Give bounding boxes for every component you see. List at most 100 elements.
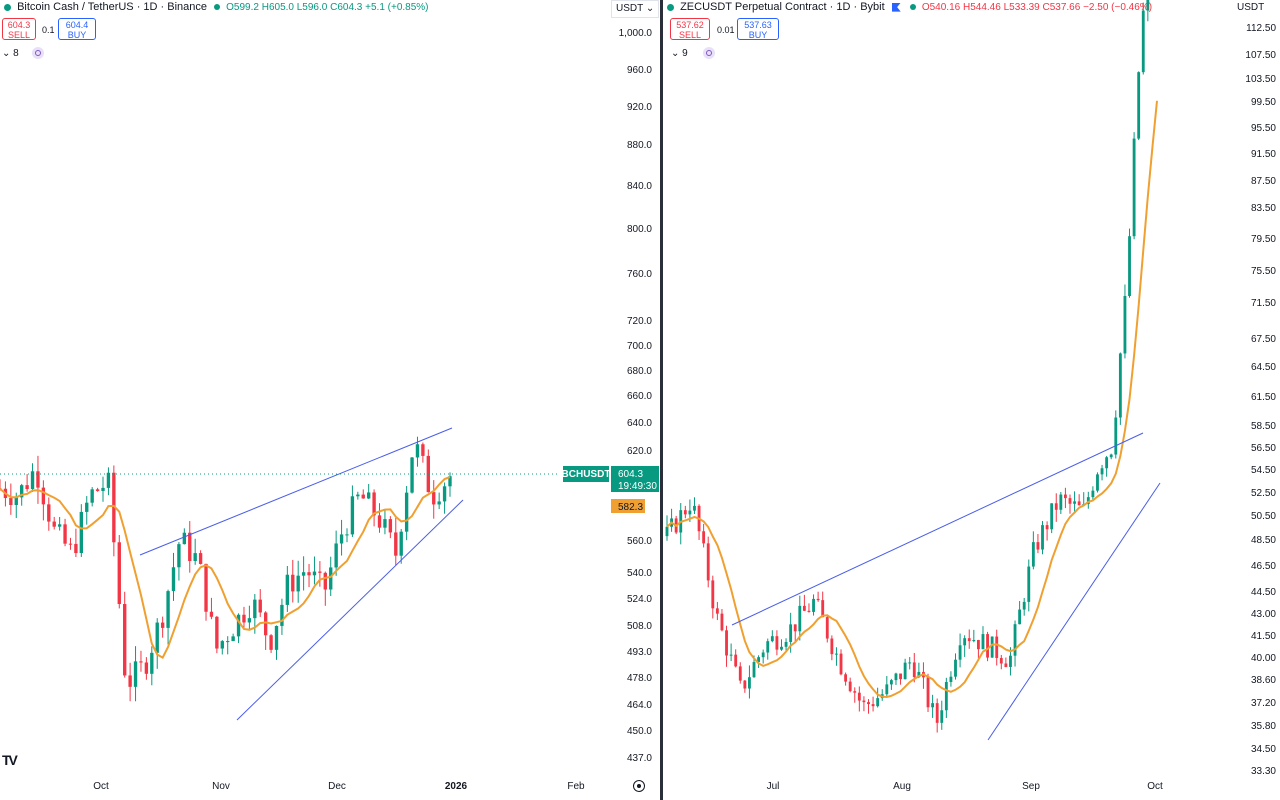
candle-body (1086, 497, 1090, 505)
candle-body (789, 624, 793, 642)
y-axis-tick-label: 83.50 (1251, 203, 1276, 214)
candle-body (1050, 503, 1054, 530)
trendline[interactable] (139, 427, 453, 556)
y-axis-tick-label: 75.50 (1251, 266, 1276, 277)
candle-body (1041, 525, 1044, 550)
zec-chart-canvas[interactable]: 112.50 107.50 103.50 99.50 95.50 91.50 87.50 83… (663, 0, 1280, 800)
bch-chart-canvas[interactable]: 1,000.0 960.0 920.0 880.0 840.0 800.0 760.0 720… (0, 0, 660, 800)
panel-divider[interactable] (660, 0, 663, 800)
candle-body (318, 571, 322, 573)
candle-body (350, 496, 355, 535)
zec-indicators-toggle[interactable]: ⌄ 9 (671, 47, 688, 61)
candle-body (296, 575, 300, 592)
candle-body (432, 492, 436, 505)
candle-body (301, 572, 306, 576)
zec-sell-button[interactable]: 537.62 SELL (670, 18, 710, 40)
candle-body (345, 534, 349, 536)
candle-body (770, 636, 774, 642)
x-axis-tick-label: 2026 (445, 781, 468, 792)
y-axis-tick-label: 620.0 (627, 446, 652, 457)
zec-buy-button[interactable]: 537.63 BUY (737, 18, 779, 40)
candle-body (1091, 490, 1095, 498)
trendline[interactable] (236, 499, 464, 721)
candle-body (1109, 454, 1113, 458)
y-axis-tick-label: 450.0 (627, 726, 652, 737)
candle-body (1100, 468, 1104, 475)
bch-symbol-title[interactable]: Bitcoin Cash / TetherUS · 1D · Binance (17, 1, 208, 13)
zec-unit-selector[interactable]: USDT (1233, 0, 1269, 16)
candle-body (366, 492, 371, 499)
candle-body (258, 599, 262, 613)
candle-body (312, 571, 317, 576)
y-axis-tick-label: 920.0 (627, 102, 652, 113)
candle-body (242, 614, 246, 623)
candle-body (41, 487, 46, 505)
y-axis-tick-label: 560.0 (627, 536, 652, 547)
indicator-count: 8 (13, 48, 19, 59)
candle-body (410, 457, 414, 493)
candle-body (1059, 494, 1063, 510)
bch-unit-selector[interactable]: USDT ⌄ (611, 0, 660, 18)
candle-body (871, 704, 875, 707)
trendline[interactable] (731, 432, 1144, 626)
bch-chart-panel[interactable]: 1,000.0 960.0 920.0 880.0 840.0 800.0 760.0 720… (0, 0, 660, 800)
bch-header: Bitcoin Cash / TetherUS · 1D · Binance O… (0, 0, 429, 16)
y-axis-tick-label: 46.50 (1251, 561, 1276, 572)
y-axis-tick-label: 91.50 (1251, 149, 1276, 160)
candle-body (848, 681, 852, 692)
candle-body (280, 604, 284, 626)
candle-body (9, 498, 13, 505)
candle-body (182, 532, 187, 545)
candle-body (821, 600, 825, 618)
x-axis-tick-label: Jul (767, 781, 780, 792)
candle-body (90, 489, 94, 503)
axis-settings-icon[interactable] (633, 780, 645, 792)
candle-body (52, 521, 56, 527)
candle-body (889, 680, 893, 685)
y-axis-tick-label: 54.50 (1251, 465, 1276, 476)
zec-spread: 0.01 (717, 25, 735, 35)
y-axis-tick-label: 720.0 (627, 316, 652, 327)
price-tag-bg (611, 466, 659, 492)
sync-icon[interactable] (703, 47, 715, 59)
bch-sell-button[interactable]: 604.3 SELL (2, 18, 36, 40)
candle-body (766, 641, 770, 653)
candle-body (693, 505, 696, 511)
candle-body (844, 674, 848, 682)
symbol-tag-bg (563, 466, 609, 482)
candle-body (404, 492, 409, 532)
flag-icon (891, 2, 901, 12)
sync-icon[interactable] (32, 47, 44, 59)
y-axis-tick-label: 112.50 (1246, 23, 1276, 34)
zec-symbol-title[interactable]: ZECUSDT Perpetual Contract · 1D · Bybit (680, 1, 885, 13)
trendline[interactable] (987, 482, 1161, 741)
candle-body (830, 638, 834, 655)
y-axis-tick-label: 48.50 (1251, 535, 1276, 546)
y-axis-tick-label: 524.0 (627, 594, 652, 605)
candle-body (743, 680, 747, 689)
candle-body (1022, 601, 1026, 610)
candle-body (976, 640, 980, 650)
candle-body (926, 677, 930, 708)
y-axis-tick-label: 960.0 (627, 65, 652, 76)
countdown-label: 19:49:30 (618, 481, 657, 492)
bch-indicators-toggle[interactable]: ⌄ 8 (2, 47, 19, 61)
y-axis-tick-label: 67.50 (1251, 334, 1276, 345)
zec-chart-panel[interactable]: 112.50 107.50 103.50 99.50 95.50 91.50 87.50 83… (663, 0, 1280, 800)
y-axis-tick-label: 95.50 (1251, 123, 1276, 134)
bch-buy-button[interactable]: 604.4 BUY (58, 18, 96, 40)
candle-body (215, 616, 219, 649)
candle-body (752, 662, 756, 678)
candle-body (958, 645, 962, 660)
y-axis-tick-label: 64.50 (1251, 362, 1276, 373)
y-axis-tick-label: 464.0 (627, 700, 652, 711)
y-axis-tick-label: 1,000.0 (619, 28, 653, 39)
y-axis-tick-label: 840.0 (627, 181, 652, 192)
candle-body (329, 567, 333, 590)
candle-body (1018, 609, 1022, 625)
candle-body (899, 673, 902, 680)
candle-body (1137, 72, 1141, 139)
candle-body (388, 519, 393, 533)
candle-body (967, 638, 971, 642)
